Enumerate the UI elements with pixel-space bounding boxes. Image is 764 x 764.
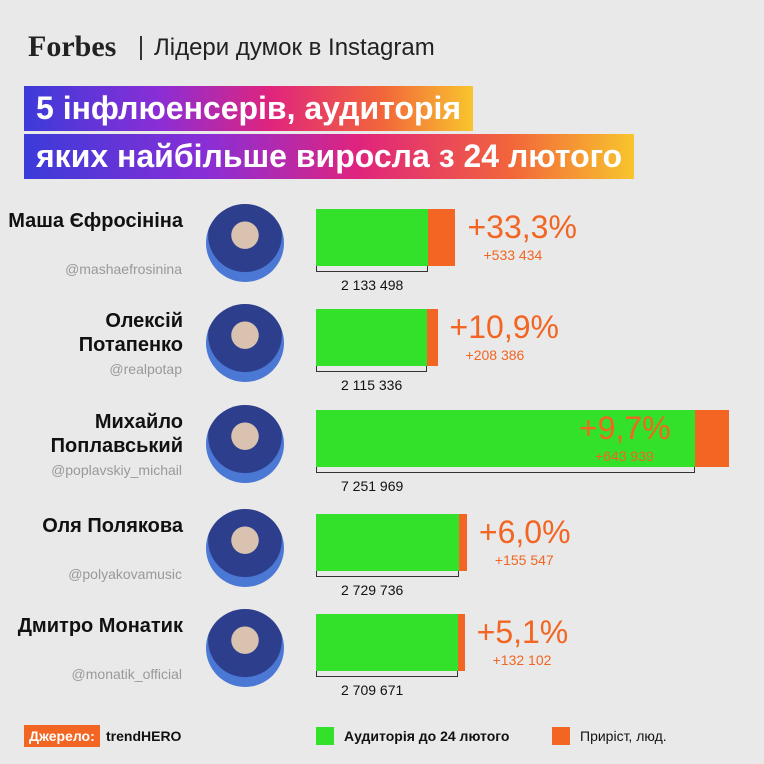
avatar <box>206 405 284 483</box>
category-name: Оля Полякова <box>42 515 183 537</box>
legend-swatch <box>552 727 570 745</box>
percent-label: +6,0% <box>478 514 571 550</box>
source: trendHERO <box>106 728 182 744</box>
percent-label: +9,7% <box>579 410 671 446</box>
bar-segment <box>458 514 467 571</box>
bar-segment <box>426 309 438 366</box>
title-line: яких найбільше виросла з 24 лютого <box>24 134 635 179</box>
bar-segment <box>457 614 465 671</box>
bracket <box>316 671 458 677</box>
title-line: 5 інфлюенсерів, аудиторія <box>24 86 474 131</box>
percent-label: +5,1% <box>476 614 569 650</box>
bracket <box>316 366 427 372</box>
avatar <box>206 204 284 282</box>
handle: @mashaefrosinina <box>65 261 182 277</box>
growth-label: +533 434 <box>483 247 543 263</box>
base-label: 2 709 671 <box>341 682 404 698</box>
growth-label: +643 939 <box>595 448 654 464</box>
growth-label: +208 386 <box>465 347 525 363</box>
category-name: Дмитро Монатик <box>17 615 183 637</box>
category-name: Олексій Потапенко <box>78 310 183 356</box>
separator <box>140 36 142 60</box>
base-label: 2 729 736 <box>341 582 404 598</box>
handle: @poplavskiy_michail <box>51 462 182 478</box>
percent-label: +33,3% <box>467 209 577 245</box>
bracket <box>316 571 459 577</box>
brand: Forbes <box>28 30 117 63</box>
avatar <box>206 609 284 687</box>
category-name: Михайло Поплавський <box>50 411 183 457</box>
avatar <box>206 509 284 587</box>
percent-label: +10,9% <box>449 309 559 345</box>
bar-segment <box>427 209 456 266</box>
bar-segment <box>316 614 458 671</box>
subtitle: Лідери думок в Instagram <box>154 34 435 61</box>
bracket <box>316 467 696 473</box>
bar-segment <box>316 410 696 467</box>
handle: @realpotap <box>109 361 182 377</box>
source-label: Джерело: <box>24 725 100 747</box>
avatar <box>206 304 284 382</box>
base-label: 7 251 969 <box>341 478 404 494</box>
legend-swatch <box>316 727 334 745</box>
bar-segment <box>316 514 459 571</box>
handle: @monatik_official <box>71 666 182 682</box>
growth-label: +155 547 <box>494 552 554 568</box>
bar-segment <box>316 309 427 366</box>
base-label: 2 115 336 <box>341 377 403 393</box>
base-label: 2 133 498 <box>341 277 404 293</box>
bar-segment <box>316 209 428 266</box>
bar-segment <box>695 410 729 467</box>
handle: @polyakovamusic <box>68 566 182 582</box>
bracket <box>316 266 428 272</box>
growth-label: +132 102 <box>492 652 552 668</box>
legend-label: Приріст, люд. <box>580 728 667 744</box>
legend-label: Аудиторія до 24 лютого <box>344 728 510 744</box>
category-name: Маша Єфросініна <box>8 210 183 232</box>
